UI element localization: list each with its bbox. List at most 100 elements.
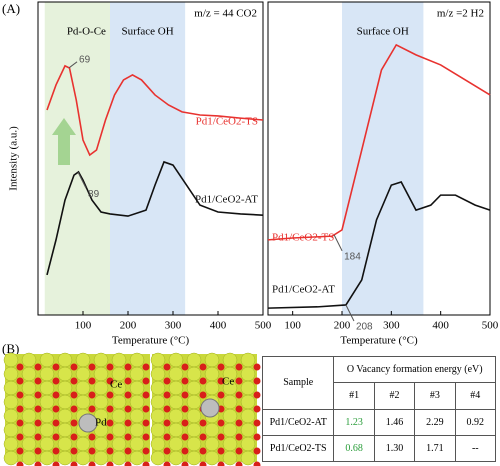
ce-atom (39, 408, 55, 424)
ce-atom (21, 450, 37, 466)
o-atom (217, 461, 225, 466)
ce-atom (57, 422, 73, 438)
ce-atom (240, 394, 256, 410)
o-atom (163, 433, 171, 441)
o-atom (124, 461, 132, 466)
o-atom (106, 391, 114, 399)
o-atom (34, 377, 42, 385)
cell: #1 (333, 382, 375, 410)
x-tick-label: 100 (75, 320, 92, 332)
ce-atom (222, 408, 238, 424)
ce-atom (150, 380, 166, 396)
ce-atom (150, 422, 166, 438)
o-atom (52, 461, 60, 466)
o-atom (34, 461, 42, 466)
ce-atom (111, 408, 127, 424)
ce-atom (3, 450, 19, 466)
ce-atom (222, 436, 238, 452)
annotation-arrow (77, 172, 87, 189)
ce-atom (111, 450, 127, 466)
o-atom (217, 377, 225, 385)
region (342, 2, 424, 315)
ce-atom (150, 450, 166, 466)
region-label: Surface OH (357, 26, 409, 38)
o-atom (124, 405, 132, 413)
ce-atom (39, 366, 55, 382)
ce-atom (129, 380, 145, 396)
ce-atom (75, 380, 91, 396)
o-atom (70, 447, 78, 455)
ce-atom (129, 366, 145, 382)
o-atom (52, 363, 60, 371)
ce-atom (75, 450, 91, 466)
o-atom (88, 377, 96, 385)
x-tick-label: 400 (432, 320, 449, 332)
annotation: 184 (344, 252, 361, 263)
o-atom (199, 447, 207, 455)
y-axis-label: Intensity (a.u.) (8, 126, 20, 191)
cell: 1.23 (333, 408, 375, 436)
ce-atom (57, 450, 73, 466)
chart-title: m/z = 44 CO2 (194, 8, 257, 20)
ce-atom (222, 394, 238, 410)
cell: 1.46 (373, 408, 416, 436)
atom-label: Ce (222, 376, 234, 388)
series-label: Pd1/CeO2-AT (195, 194, 258, 206)
o-atom (16, 391, 24, 399)
ce-atom (186, 366, 202, 382)
o-atom (253, 461, 261, 466)
panel-label: (A) (2, 1, 20, 16)
ce-atom (129, 450, 145, 466)
ce-atom (39, 450, 55, 466)
ce-atom (186, 450, 202, 466)
cell: 0.92 (454, 408, 497, 436)
ce-atom (21, 394, 37, 410)
o-atom (106, 461, 114, 466)
ce-atom (21, 422, 37, 438)
o-atom (34, 447, 42, 455)
o-atom (16, 419, 24, 427)
o-atom (88, 405, 96, 413)
line (46, 64, 264, 157)
o-atom (163, 405, 171, 413)
x-axis-label: Temperature (°C) (340, 335, 418, 347)
ce-atom (168, 436, 184, 452)
series-label: Pd1/CeO2-TS (272, 232, 334, 244)
o-atom (142, 363, 150, 371)
o-atom (199, 363, 207, 371)
ce-atom (129, 436, 145, 452)
plot-frame (37, 1, 264, 316)
cell: 1.30 (373, 434, 416, 463)
ce-atom (21, 366, 37, 382)
o-atom (181, 419, 189, 427)
ce-atom (222, 422, 238, 438)
o-atom (52, 419, 60, 427)
o-atom (34, 433, 42, 441)
ce-atom (186, 408, 202, 424)
ce-atom (168, 380, 184, 396)
series-label: Pd1/CeO2-TS (196, 116, 258, 128)
o-atom (70, 461, 78, 466)
o-atom (106, 433, 114, 441)
o-atom (163, 363, 171, 371)
o-atom (253, 377, 261, 385)
ce-atom (150, 436, 166, 452)
ce-atom (222, 352, 238, 368)
o-atom (199, 461, 207, 466)
ce-atom (111, 394, 127, 410)
ce-atom (240, 450, 256, 466)
o-atom (163, 419, 171, 427)
cell: #3 (414, 382, 456, 410)
ce-atom (204, 352, 220, 368)
ce-atom (93, 394, 109, 410)
ce-atom (240, 436, 256, 452)
ce-atom (75, 352, 91, 368)
x-tick-label: 500 (255, 320, 272, 332)
o-atom (88, 391, 96, 399)
ce-atom (129, 408, 145, 424)
o-atom (52, 405, 60, 413)
cell: 2.29 (414, 408, 456, 436)
ce-atom (168, 352, 184, 368)
o-atom (235, 447, 243, 455)
